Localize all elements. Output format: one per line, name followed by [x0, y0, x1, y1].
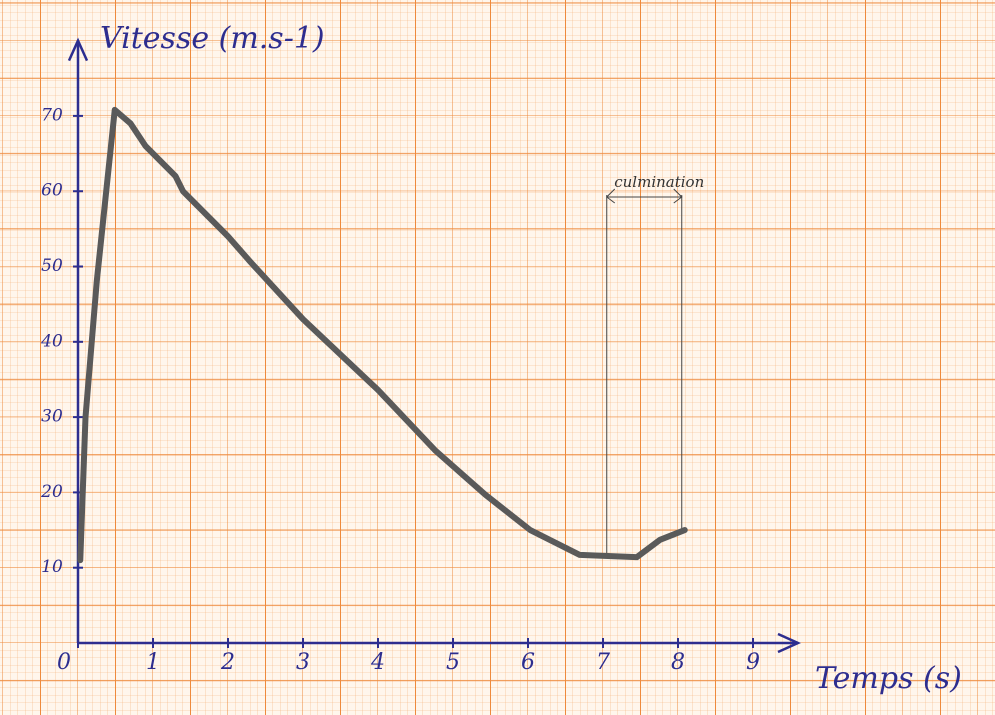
paper-major-grid [0, 0, 995, 715]
x-tick-label: 4 [370, 650, 385, 675]
annotation: culmination [614, 173, 704, 191]
y-tick-label: 50 [41, 256, 63, 276]
x-tick-label: 3 [296, 650, 310, 675]
y-tick-label: 60 [41, 181, 63, 201]
y-tick-label: 70 [41, 105, 63, 125]
x-tick-label: 5 [446, 650, 460, 675]
x-tick-label: 0 [57, 650, 71, 675]
x-tick-label: 8 [671, 650, 685, 675]
x-tick-label: 2 [220, 650, 235, 675]
page: {"chart_data": {"type": "line", "x_label… [0, 0, 995, 715]
y-tick-label: 30 [41, 407, 63, 427]
y-tick-label: 20 [40, 482, 63, 502]
y-tick-label: 10 [41, 557, 63, 577]
y-axis-title: Vitesse (m.s-1) [100, 21, 325, 56]
y-tick-label: 40 [40, 331, 63, 351]
chart: Vitesse (m.s-1) Temps (s) 0 1 2 3 4 5 6 7 8 9 10 20… [0, 0, 995, 715]
x-tick-label: 6 [521, 650, 535, 675]
x-tick-label: 9 [746, 650, 760, 675]
x-axis-title: Temps (s) [815, 661, 962, 696]
x-tick-label: 7 [596, 650, 610, 675]
x-tick-label: 1 [146, 650, 160, 675]
